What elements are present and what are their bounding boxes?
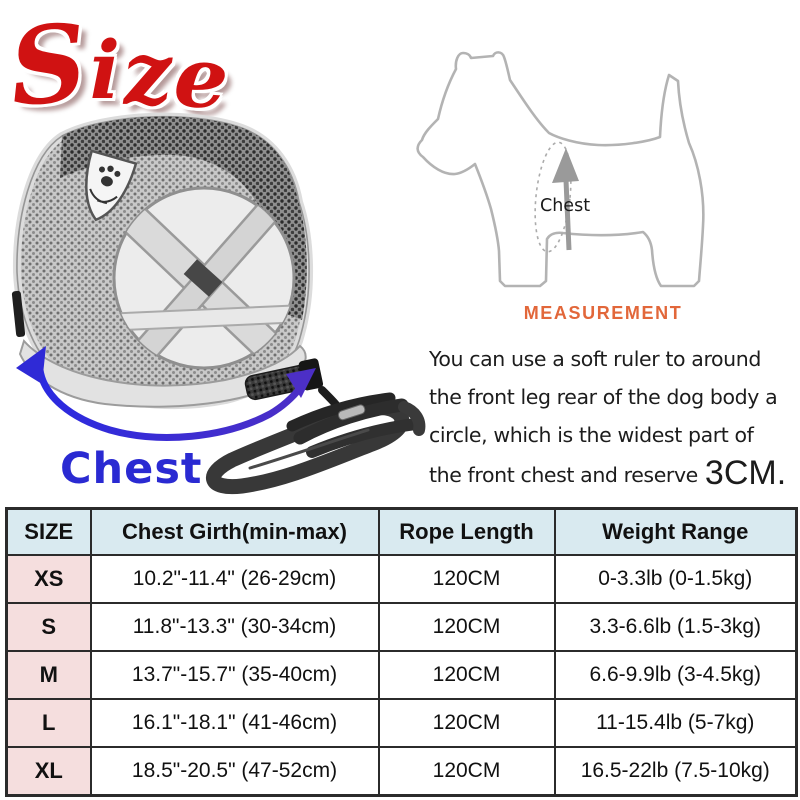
logo-letter: z: [121, 21, 174, 125]
leash-clasp: [337, 404, 366, 421]
header-size: SIZE: [5, 507, 92, 556]
instruction-line-text: the front chest and reserve: [429, 463, 698, 487]
instruction-line: the front chest and reserve 3CM.: [429, 454, 800, 494]
weight-cell: 3.3-6.6lb (1.5-3kg): [553, 602, 798, 652]
harness-chest-label: Chest: [60, 444, 203, 494]
instruction-line: the front leg rear of the dog body a: [429, 385, 778, 409]
paw-icon: [98, 165, 121, 187]
measurement-caption: MEASUREMENT: [523, 303, 683, 323]
size-cell: S: [5, 602, 92, 652]
table-row: M 13.7"-15.7" (35-40cm) 120CM 6.6-9.9lb …: [5, 650, 798, 700]
chest-cell: 18.5"-20.5" (47-52cm): [89, 746, 380, 797]
header-rope: Rope Length: [377, 507, 556, 556]
instruction-line: circle, which is the widest part of: [429, 423, 754, 447]
size-logo: S i z e: [5, 0, 232, 130]
table-row: XL 18.5"-20.5" (47-52cm) 120CM 16.5-22lb…: [5, 746, 798, 797]
header-weight: Weight Range: [553, 507, 798, 556]
table-row: L 16.1"-18.1" (41-46cm) 120CM 11-15.4lb …: [5, 698, 798, 748]
dog-chest-label: Chest: [540, 196, 590, 216]
size-cell: XS: [5, 554, 92, 604]
harness-neck-opening: [112, 186, 296, 370]
harness-clip: [11, 290, 26, 337]
chest-cell: 10.2"-11.4" (26-29cm): [89, 554, 380, 604]
rope-cell: 120CM: [377, 698, 556, 748]
rope-cell: 120CM: [377, 650, 556, 700]
instruction-text: You can use a soft ruler to around the f…: [429, 340, 800, 494]
leash: [206, 386, 426, 495]
chest-girth-arrow: [16, 346, 316, 441]
size-cell: L: [5, 698, 92, 748]
logo-letter: e: [170, 26, 233, 130]
rope-cell: 120CM: [377, 746, 556, 797]
size-cell: XL: [5, 746, 92, 797]
dog-chest-girth-ellipse: [534, 141, 572, 253]
dog-measurement-diagram: Chest: [416, 51, 705, 288]
table-row: XS 10.2"-11.4" (26-29cm) 120CM 0-3.3lb (…: [5, 554, 798, 604]
table-header-row: SIZE Chest Girth(min-max) Rope Length We…: [5, 507, 798, 556]
size-table: SIZE Chest Girth(min-max) Rope Length We…: [5, 507, 798, 797]
paw-badge: [85, 149, 138, 222]
chest-cell: 13.7"-15.7" (35-40cm): [89, 650, 380, 700]
weight-cell: 0-3.3lb (0-1.5kg): [553, 554, 798, 604]
logo-letter: S: [4, 0, 92, 130]
weight-cell: 16.5-22lb (7.5-10kg): [553, 746, 798, 797]
weight-cell: 11-15.4lb (5-7kg): [553, 698, 798, 748]
rope-cell: 120CM: [377, 602, 556, 652]
logo-letter: i: [89, 23, 120, 117]
chest-cell: 16.1"-18.1" (41-46cm): [89, 698, 380, 748]
table-row: S 11.8"-13.3" (30-34cm) 120CM 3.3-6.6lb …: [5, 602, 798, 652]
highlight-3cm: 3CM.: [704, 454, 787, 492]
harness-photo: [11, 112, 426, 495]
weight-cell: 6.6-9.9lb (3-4.5kg): [553, 650, 798, 700]
chest-cell: 11.8"-13.3" (30-34cm): [89, 602, 380, 652]
instruction-line: You can use a soft ruler to around: [429, 347, 761, 371]
measure-arrow-icon: [552, 148, 579, 251]
size-cell: M: [5, 650, 92, 700]
header-chest: Chest Girth(min-max): [89, 507, 380, 556]
rope-cell: 120CM: [377, 554, 556, 604]
laurel-icon: [89, 188, 118, 205]
